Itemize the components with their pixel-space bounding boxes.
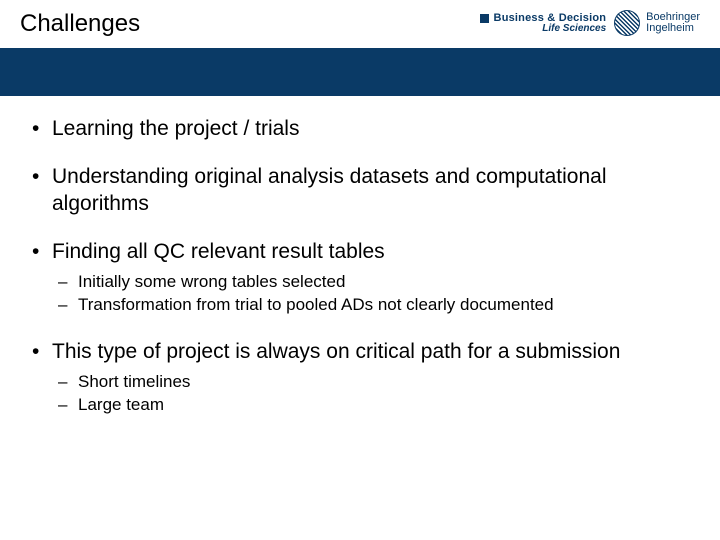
bullet-text: Understanding original analysis datasets… [52,165,607,214]
boehringer-ingelheim-logo: Boehringer Ingelheim [614,10,700,36]
slide: Challenges Business & Decision Life Scie… [0,0,720,540]
sub-bullet-text: Initially some wrong tables selected [78,272,345,291]
bi-mark-icon [614,10,640,36]
bullet-list: Learning the project / trials Understand… [30,116,690,417]
list-item: Large team [52,394,690,417]
bullet-text: This type of project is always on critic… [52,340,620,363]
list-item: Finding all QC relevant result tables In… [30,239,690,317]
sub-bullet-list: Initially some wrong tables selected Tra… [52,271,690,317]
square-icon [480,14,489,23]
list-item: Short timelines [52,371,690,394]
bullet-text: Learning the project / trials [52,117,299,140]
bi-line2: Ingelheim [646,23,700,34]
bd-logo-bottom: Life Sciences [542,23,606,34]
list-item: Transformation from trial to pooled ADs … [52,294,690,317]
sub-bullet-text: Large team [78,395,164,414]
sub-bullet-text: Short timelines [78,372,190,391]
business-decision-logo: Business & Decision Life Sciences [480,12,607,34]
list-item: This type of project is always on critic… [30,339,690,417]
title-bar: Challenges Business & Decision Life Scie… [0,0,720,48]
color-band [0,48,720,96]
bullet-text: Finding all QC relevant result tables [52,240,385,263]
sub-bullet-list: Short timelines Large team [52,371,690,417]
list-item: Initially some wrong tables selected [52,271,690,294]
content-area: Learning the project / trials Understand… [0,96,720,540]
logo-area: Business & Decision Life Sciences Boehri… [480,10,700,36]
list-item: Understanding original analysis datasets… [30,164,690,217]
sub-bullet-text: Transformation from trial to pooled ADs … [78,295,554,314]
slide-title: Challenges [20,10,140,38]
list-item: Learning the project / trials [30,116,690,142]
